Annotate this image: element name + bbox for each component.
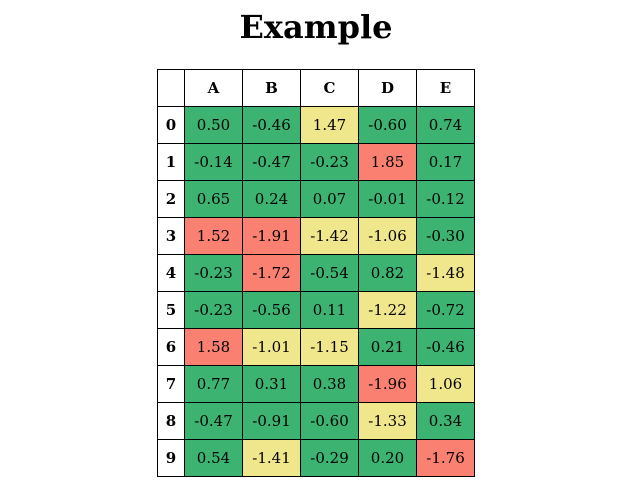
table-cell: 1.58	[184, 328, 243, 366]
table-cell: -0.91	[242, 402, 301, 440]
table-cell: -1.15	[300, 328, 359, 366]
row-header: 9	[157, 439, 185, 477]
table-cell: -1.72	[242, 254, 301, 292]
table-cell: 1.85	[358, 143, 417, 181]
table-cell: 0.17	[416, 143, 475, 181]
table-cell: -1.01	[242, 328, 301, 366]
table-cell: 0.24	[242, 180, 301, 218]
table-row: 4 -0.23 -1.72 -0.54 0.82 -1.48	[157, 254, 475, 292]
table-cell: 1.06	[416, 365, 475, 403]
table-cell: 0.07	[300, 180, 359, 218]
table-cell: -0.47	[242, 143, 301, 181]
table-cell: -0.72	[416, 291, 475, 329]
table-cell: -1.48	[416, 254, 475, 292]
row-header: 8	[157, 402, 185, 440]
table-cell: -1.22	[358, 291, 417, 329]
table-cell: -1.33	[358, 402, 417, 440]
table-row: 8 -0.47 -0.91 -0.60 -1.33 0.34	[157, 402, 475, 440]
table-row: 9 0.54 -1.41 -0.29 0.20 -1.76	[157, 439, 475, 477]
table-cell: -0.54	[300, 254, 359, 292]
table-row: 3 1.52 -1.91 -1.42 -1.06 -0.30	[157, 217, 475, 255]
table-cell: 0.11	[300, 291, 359, 329]
table-cell: 1.47	[300, 106, 359, 144]
table-cell: 0.74	[416, 106, 475, 144]
table-cell: 0.20	[358, 439, 417, 477]
table-cell: -0.56	[242, 291, 301, 329]
page-title: Example	[239, 8, 393, 46]
table-cell: -0.60	[358, 106, 417, 144]
table-cell: -1.96	[358, 365, 417, 403]
table-cell: -1.06	[358, 217, 417, 255]
table-cell: 0.65	[184, 180, 243, 218]
table-body: 0 0.50 -0.46 1.47 -0.60 0.74 1 -0.14 -0.47 -0.23 1…	[157, 106, 475, 477]
table-cell: 0.54	[184, 439, 243, 477]
table-cell: -0.23	[184, 291, 243, 329]
table-cell: 0.34	[416, 402, 475, 440]
table-cell: 0.82	[358, 254, 417, 292]
table-cell: -0.23	[300, 143, 359, 181]
table-cell: -1.41	[242, 439, 301, 477]
row-header: 2	[157, 180, 185, 218]
row-header: 5	[157, 291, 185, 329]
row-header: 4	[157, 254, 185, 292]
table-cell: 0.21	[358, 328, 417, 366]
column-header: C	[300, 69, 359, 107]
table-cell: -0.29	[300, 439, 359, 477]
table-row: 6 1.58 -1.01 -1.15 0.21 -0.46	[157, 328, 475, 366]
table-cell: -0.14	[184, 143, 243, 181]
column-header: E	[416, 69, 475, 107]
row-header: 3	[157, 217, 185, 255]
table-cell: 0.38	[300, 365, 359, 403]
column-header: A	[184, 69, 243, 107]
table-cell: -0.46	[416, 328, 475, 366]
table-corner-cell	[157, 69, 185, 107]
table-cell: -1.91	[242, 217, 301, 255]
table-cell: -0.60	[300, 402, 359, 440]
table-cell: -0.30	[416, 217, 475, 255]
column-header: B	[242, 69, 301, 107]
table-row: 2 0.65 0.24 0.07 -0.01 -0.12	[157, 180, 475, 218]
row-header: 1	[157, 143, 185, 181]
table-cell: -0.01	[358, 180, 417, 218]
table-row: 0 0.50 -0.46 1.47 -0.60 0.74	[157, 106, 475, 144]
table-cell: 0.31	[242, 365, 301, 403]
table-cell: 0.77	[184, 365, 243, 403]
row-header: 7	[157, 365, 185, 403]
table-cell: 0.50	[184, 106, 243, 144]
table-row: 1 -0.14 -0.47 -0.23 1.85 0.17	[157, 143, 475, 181]
column-header: D	[358, 69, 417, 107]
table-cell: -0.23	[184, 254, 243, 292]
table-cell: -0.12	[416, 180, 475, 218]
table-row: 7 0.77 0.31 0.38 -1.96 1.06	[157, 365, 475, 403]
table-cell: -0.46	[242, 106, 301, 144]
table-cell: -1.76	[416, 439, 475, 477]
table-cell: 1.52	[184, 217, 243, 255]
table-row: 5 -0.23 -0.56 0.11 -1.22 -0.72	[157, 291, 475, 329]
table-cell: -1.42	[300, 217, 359, 255]
row-header: 0	[157, 106, 185, 144]
row-header: 6	[157, 328, 185, 366]
table-cell: -0.47	[184, 402, 243, 440]
